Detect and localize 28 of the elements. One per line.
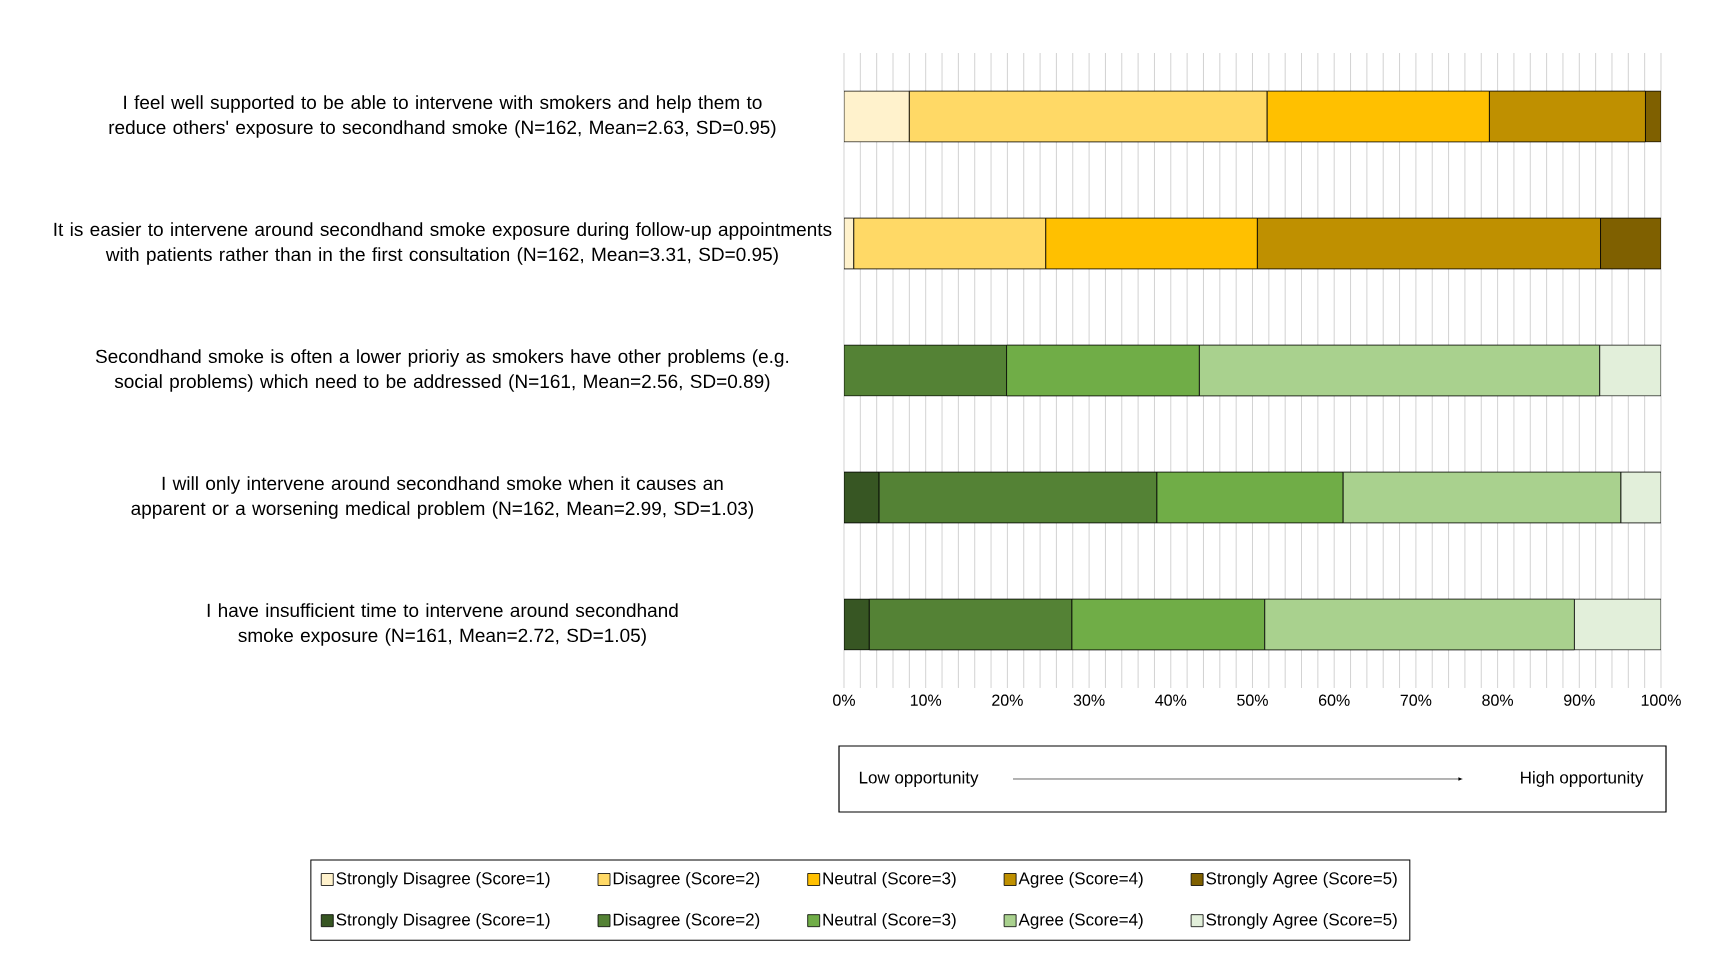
x-tick-label: 100% [1641, 694, 1681, 706]
legend-label: Agree (Score=4) [1018, 871, 1143, 888]
x-tick-label: 90% [1564, 694, 1595, 706]
y-tick-label: I will only intervene around secondhand smoke when it causes an apparent or a worsening medical problem (N=162, Mean=2.99, SD=1.03) [131, 476, 753, 519]
legend-label: Neutral (Score=3) [823, 913, 956, 929]
x-tick-label: 80% [1482, 694, 1514, 706]
text: Low opportunity [859, 771, 979, 787]
x-tick-label: 60% [1319, 694, 1350, 706]
text: High opportunity [1521, 771, 1644, 787]
x-tick-label: 70% [1400, 694, 1432, 706]
y-tick-label: I feel well supported to be able to intervene with smokers and help them to reduce others' exposure to secondhand smoke (N=162, Mean=2.63, SD=0.95) [109, 95, 776, 138]
legend-label: Agree (Score=4) [1018, 913, 1143, 929]
legend-label: Strongly Agree (Score=5) [1206, 871, 1397, 888]
legend-label: Disagree (Score=2) [613, 871, 760, 888]
legend-label: Strongly Agree (Score=5) [1206, 913, 1397, 929]
legend-label: Disagree (Score=2) [613, 913, 760, 929]
x-tick-label: 20% [992, 694, 1023, 706]
x-tick-label: 10% [910, 694, 942, 706]
x-tick-label: 40% [1155, 694, 1187, 706]
x-tick-label: 0% [833, 694, 855, 706]
x-tick-label: 30% [1073, 694, 1105, 706]
y-tick-label: I have insufficient time to intervene around secondhand smoke exposure (N=161, Mean=2.72, SD=1.05) [207, 603, 678, 646]
legend-label: Strongly Disagree (Score=1) [336, 871, 550, 888]
legend-label: Neutral (Score=3) [823, 871, 956, 888]
legend-label: Strongly Disagree (Score=1) [336, 913, 550, 929]
y-tick-label: Secondhand smoke is often a lower prioriy as smokers have other problems (e.g. social problems) which need to be addressed (N=161, Mean=2.56, SD=0.89) [95, 349, 789, 392]
y-tick-label: It is easier to intervene around secondhand smoke exposure during follow-up appointments with patients rather than in the first consultation (N=162, Mean=3.31, SD=0.95) [54, 222, 832, 265]
x-tick-label: 50% [1237, 694, 1268, 706]
